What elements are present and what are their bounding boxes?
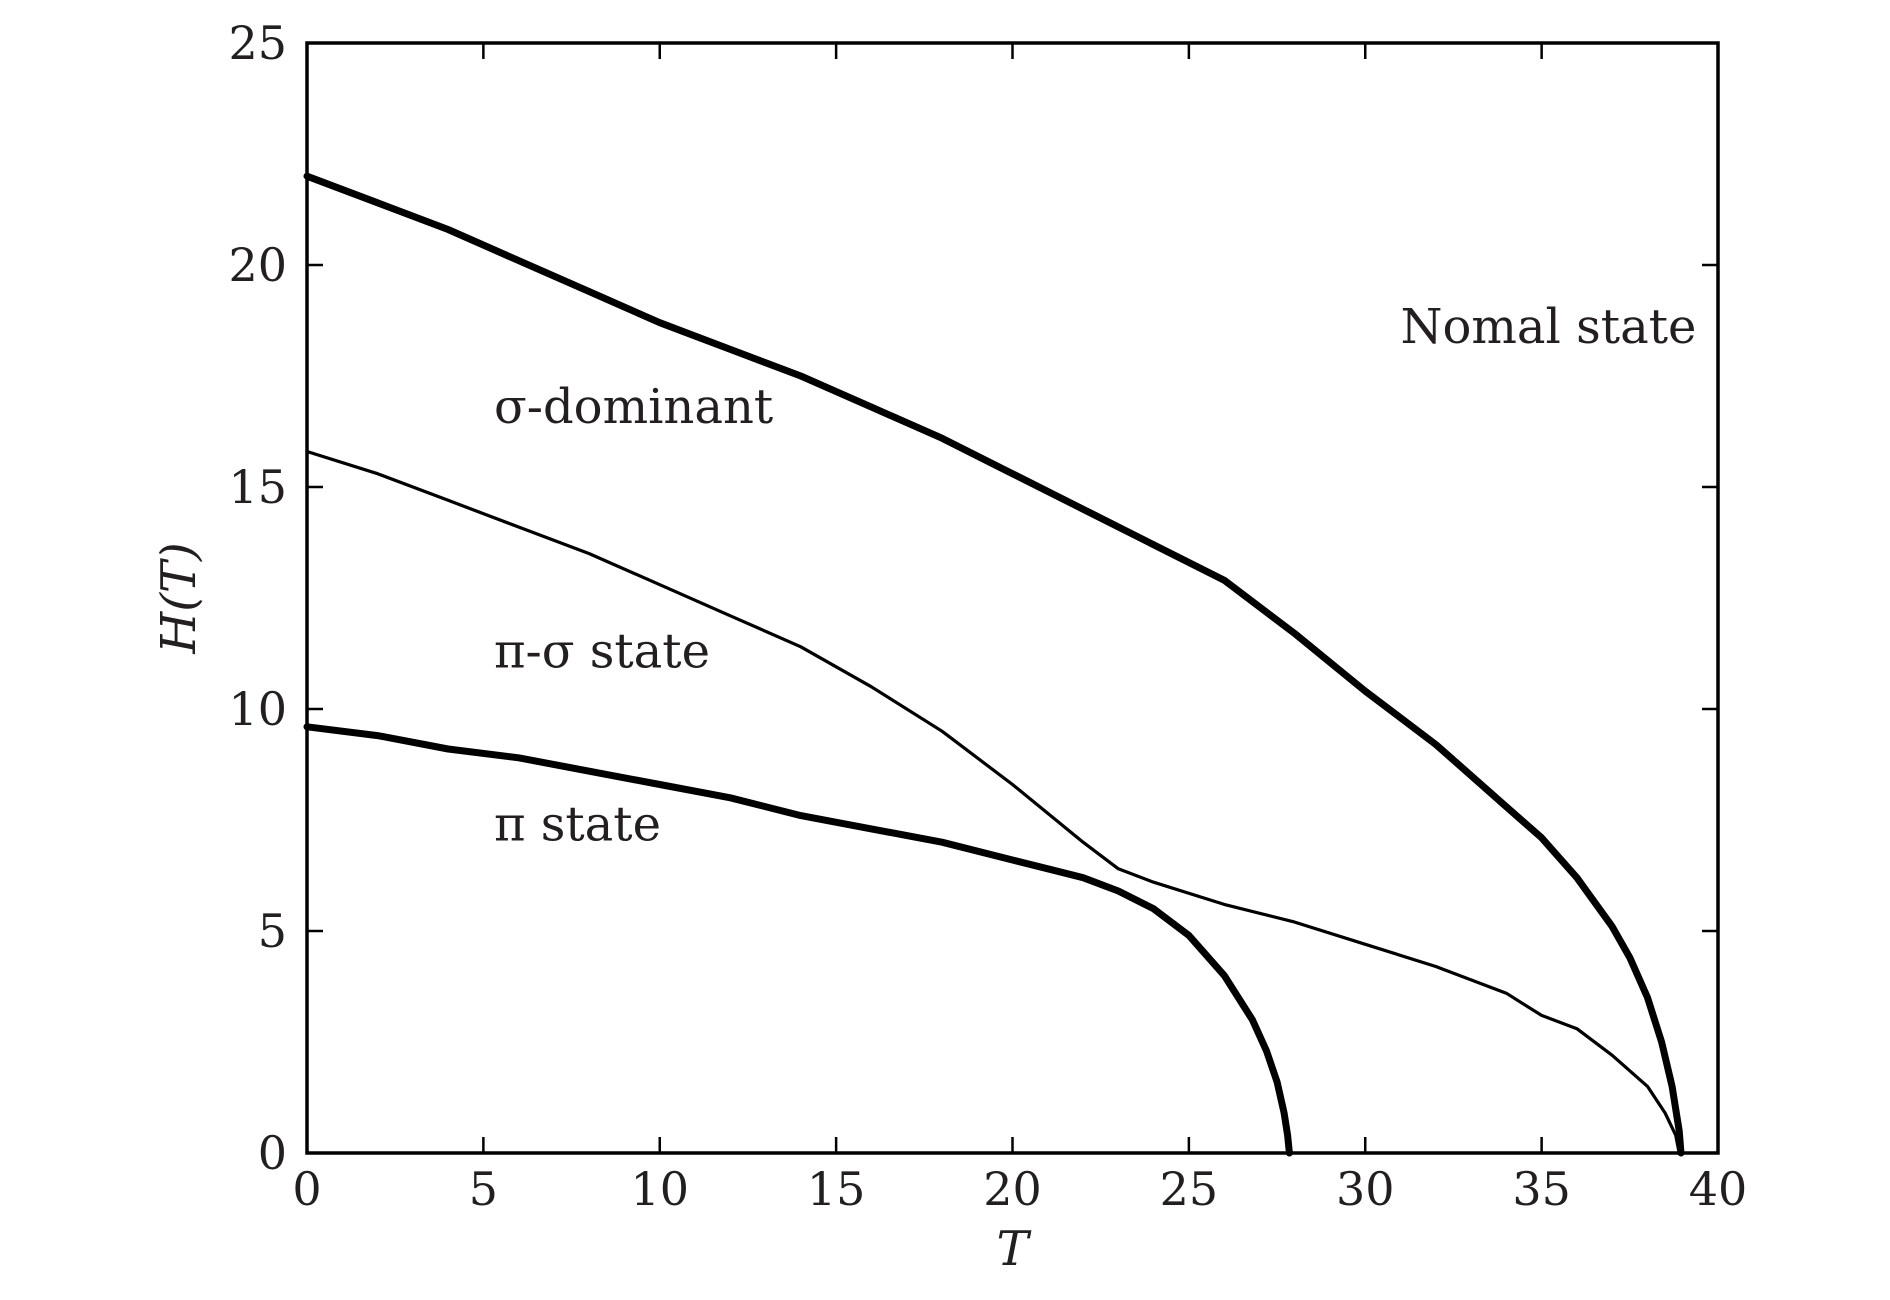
x-tick-label: 35 xyxy=(1512,1162,1571,1216)
annotation-label: π state xyxy=(494,796,661,852)
x-tick-label: 10 xyxy=(630,1162,689,1216)
annotation-label: Nomal state xyxy=(1401,299,1697,355)
x-tick-label: 0 xyxy=(292,1162,321,1216)
x-tick-label: 15 xyxy=(807,1162,866,1216)
series-line-3 xyxy=(303,723,1293,1157)
tick-labels: 0 5 10 15 20 25 30 35 40 0 5 10 15 20 25 xyxy=(228,16,1747,1216)
y-tick-label: 10 xyxy=(228,682,287,736)
series-line-1 xyxy=(303,172,1685,1157)
series-line-2 xyxy=(305,449,1681,1155)
y-tick-label: 20 xyxy=(228,238,287,292)
x-tick-label: 40 xyxy=(1689,1162,1748,1216)
x-tick-label: 25 xyxy=(1160,1162,1219,1216)
y-axis-label: H(T) xyxy=(151,542,207,654)
axis-ticks xyxy=(305,41,1720,1155)
plot-frame xyxy=(305,41,1720,1155)
series-lines xyxy=(303,172,1685,1157)
y-tick-label: 15 xyxy=(228,460,287,514)
annotations: Nomal state σ-dominant π-σ state π state xyxy=(494,299,1696,852)
plot-area xyxy=(305,41,1720,1155)
annotation-label: π-σ state xyxy=(494,623,710,679)
annotation-label: σ-dominant xyxy=(494,379,773,435)
x-tick-label: 30 xyxy=(1336,1162,1395,1216)
x-tick-label: 20 xyxy=(983,1162,1042,1216)
y-tick-label: 25 xyxy=(228,16,287,70)
y-tick-label: 0 xyxy=(258,1126,287,1180)
x-tick-label: 5 xyxy=(469,1162,498,1216)
y-tick-label: 5 xyxy=(258,904,287,958)
x-axis-label: T xyxy=(996,1221,1031,1277)
